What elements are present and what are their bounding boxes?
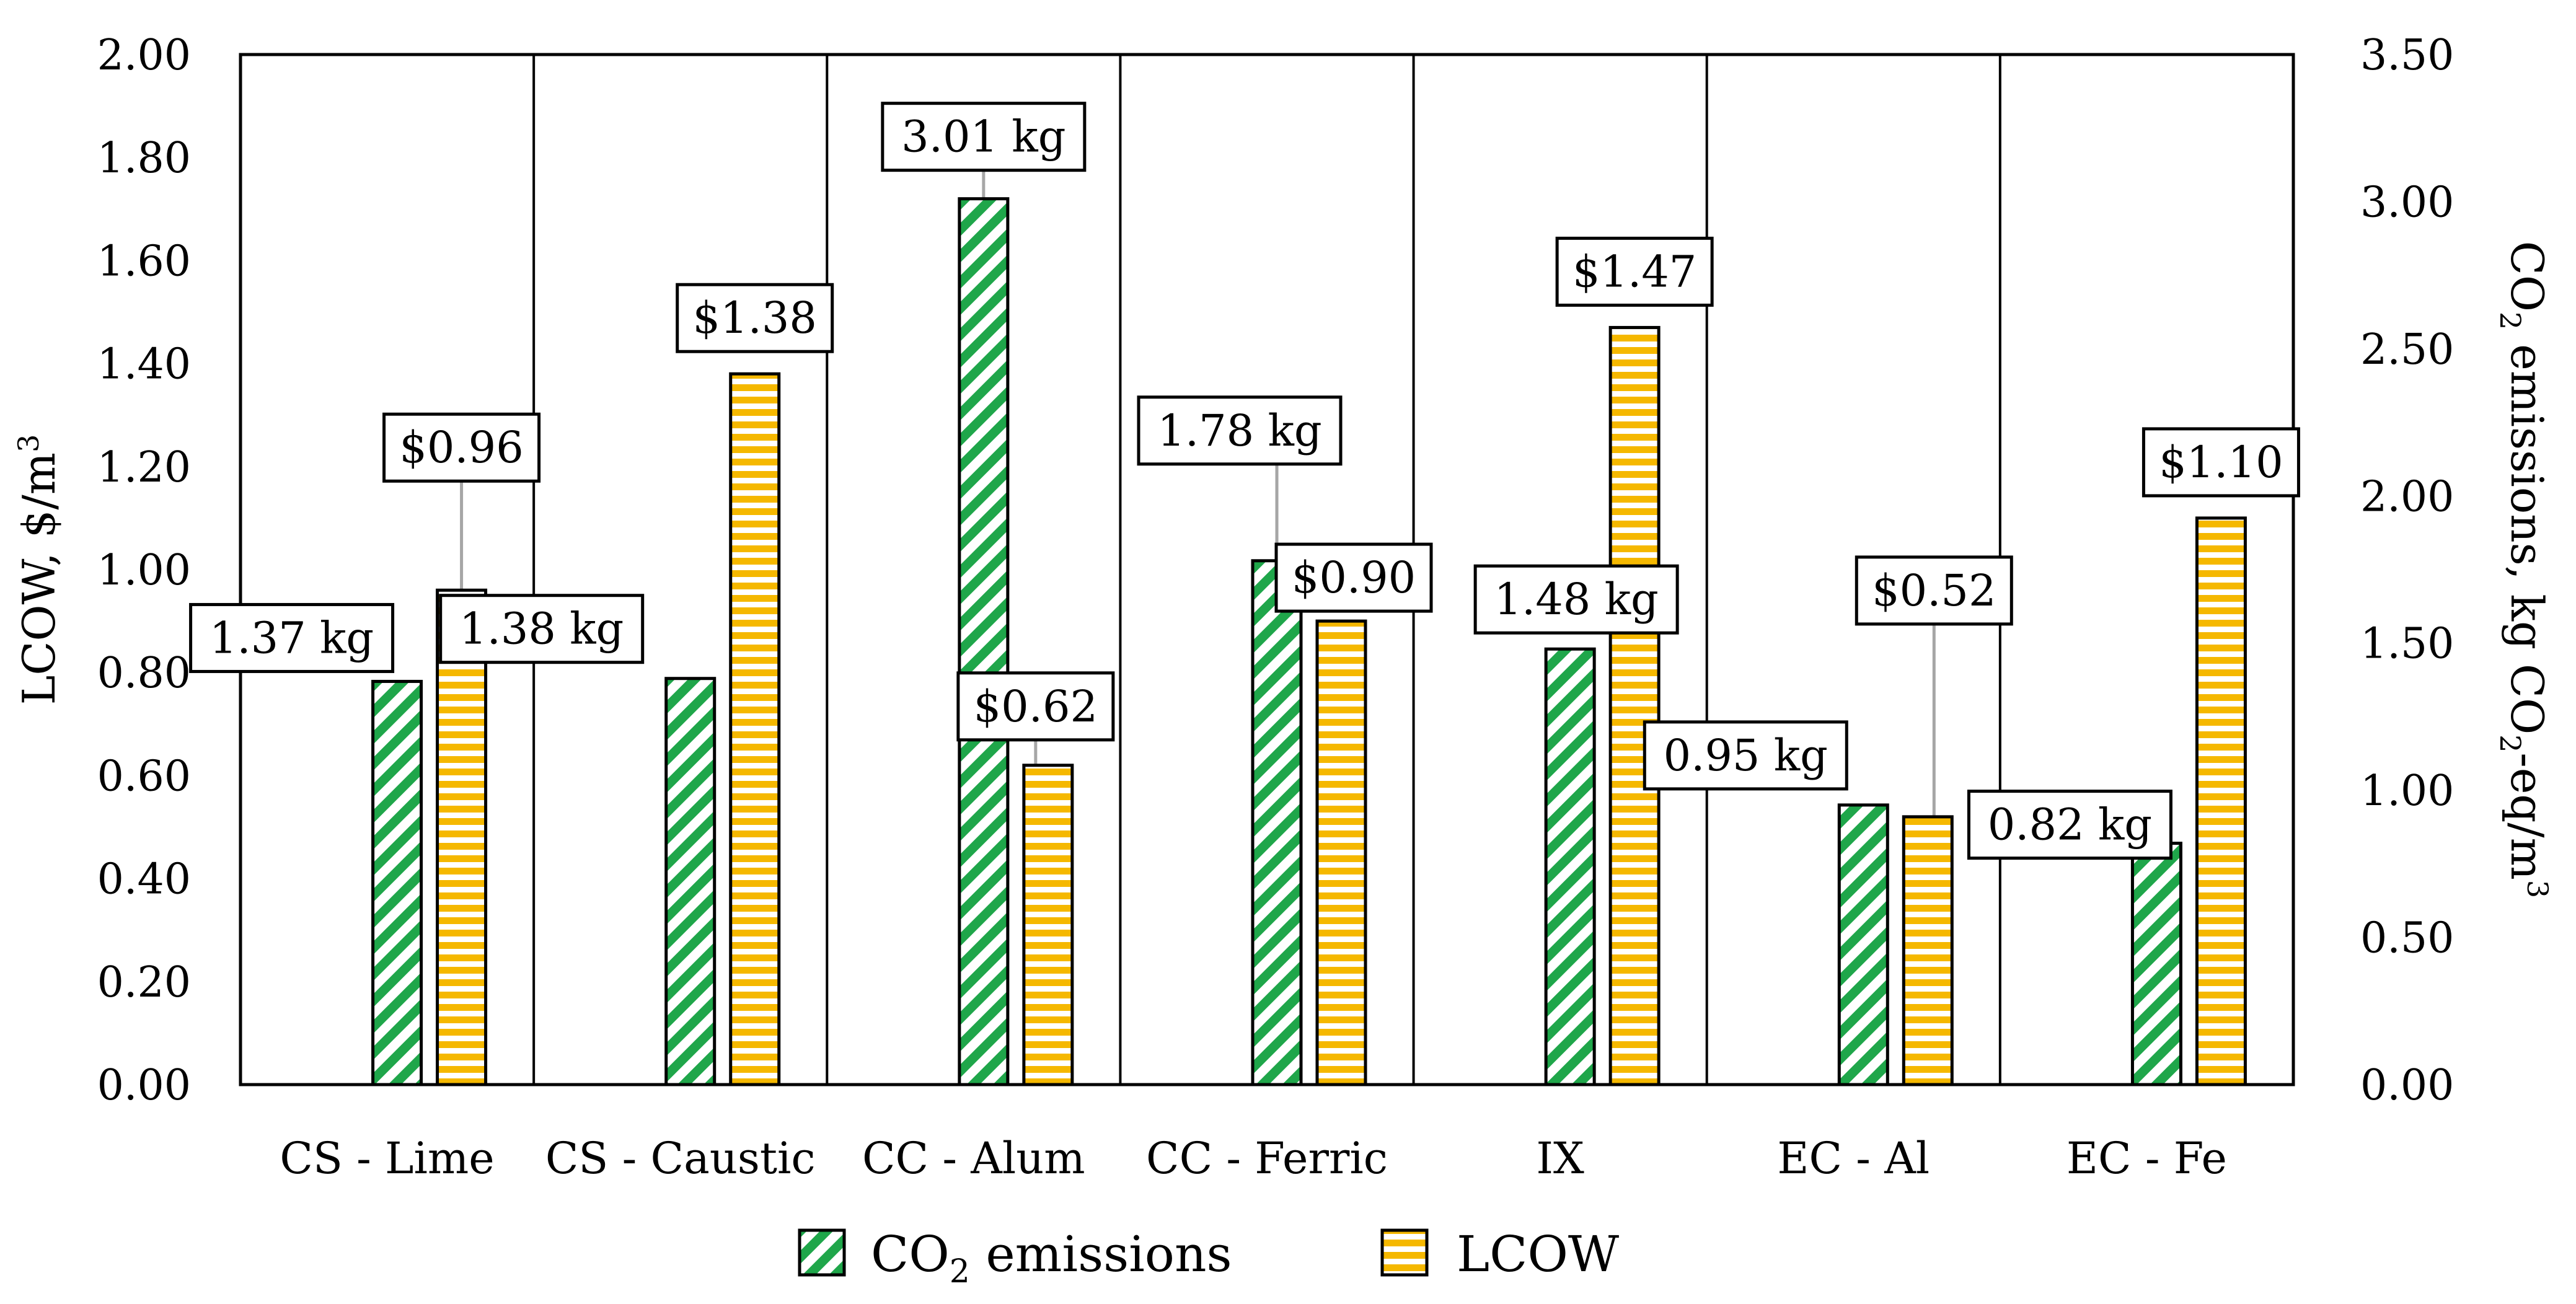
co2-data-label-box bbox=[1967, 790, 2172, 860]
right-tick-label: 1.00 bbox=[2360, 767, 2454, 816]
lcow-data-label-box bbox=[1855, 555, 2013, 626]
bar-lcow bbox=[436, 588, 488, 1086]
bar-co2-emissions bbox=[371, 679, 423, 1086]
co2-data-label-box bbox=[439, 594, 645, 664]
right-tick-label: 2.00 bbox=[2360, 472, 2454, 521]
lcow-data-label: $0.96 bbox=[399, 422, 523, 473]
legend-swatch-co2 bbox=[798, 1228, 846, 1277]
left-tick-label: 0.40 bbox=[97, 855, 191, 904]
left-tick-label: 1.00 bbox=[97, 546, 191, 595]
lcow-data-label: $0.52 bbox=[1872, 565, 1996, 616]
bar-co2-emissions bbox=[1837, 803, 1889, 1086]
left-tick-label: 1.40 bbox=[97, 340, 191, 389]
category-label: CS - Caustic bbox=[545, 1133, 816, 1184]
category-label: CS - Lime bbox=[280, 1133, 494, 1184]
left-tick-label: 2.00 bbox=[97, 31, 191, 80]
left-tick-label: 1.80 bbox=[97, 134, 191, 183]
lcow-data-label: $1.10 bbox=[2159, 437, 2283, 488]
lcow-data-label: $1.47 bbox=[1573, 246, 1696, 297]
bar-co2-emissions bbox=[664, 677, 717, 1086]
right-tick-label: 2.50 bbox=[2360, 325, 2454, 374]
co2-data-label: 0.82 kg bbox=[1988, 800, 2152, 850]
lcow-data-label: $0.90 bbox=[1292, 552, 1416, 603]
bar-lcow bbox=[1315, 619, 1367, 1086]
co2-data-label-box bbox=[881, 102, 1087, 172]
co2-data-label-box bbox=[1137, 395, 1343, 466]
bar-lcow bbox=[1608, 325, 1661, 1086]
bar-co2-emissions bbox=[1544, 647, 1596, 1086]
lcow-data-label-box bbox=[2142, 427, 2300, 498]
co2-data-label-box bbox=[1473, 564, 1679, 635]
category-label: IX bbox=[1536, 1133, 1584, 1184]
category-label: CC - Alum bbox=[862, 1133, 1085, 1184]
bar-co2-emissions bbox=[2130, 842, 2182, 1086]
left-tick-label: 0.00 bbox=[97, 1061, 191, 1110]
legend-swatch-lcow bbox=[1380, 1228, 1429, 1277]
category-dividers bbox=[532, 55, 2001, 1085]
lcow-data-label-box bbox=[676, 283, 834, 353]
right-axis-title: CO2 emissions, kg CO2-eq/m3 bbox=[2494, 241, 2554, 898]
category-labels: CS - Lime CS - Caustic CC - Alum CC - Ferri… bbox=[280, 1133, 2227, 1184]
category-label: EC - Fe bbox=[2067, 1133, 2227, 1184]
lcow-data-label-box bbox=[1274, 542, 1433, 613]
co2-data-label: 1.48 kg bbox=[1494, 574, 1658, 625]
right-tick-label: 0.00 bbox=[2360, 1061, 2454, 1110]
bar-co2-emissions bbox=[958, 197, 1010, 1086]
legend: CO2 emissions LCOW bbox=[798, 1225, 1619, 1290]
lcow-data-label-box bbox=[382, 412, 541, 483]
category-label: CC - Ferric bbox=[1146, 1133, 1388, 1184]
lcow-data-label-box bbox=[1555, 236, 1714, 307]
lcow-data-label: $0.62 bbox=[974, 681, 1098, 732]
legend-label-lcow: LCOW bbox=[1457, 1225, 1619, 1283]
co2-data-label: 1.78 kg bbox=[1157, 405, 1321, 456]
bar-lcow bbox=[2195, 516, 2247, 1086]
co2-data-label-box bbox=[1643, 720, 1848, 791]
right-tick-label: 0.50 bbox=[2360, 914, 2454, 963]
category-label: EC - Al bbox=[1777, 1133, 1930, 1184]
left-tick-label: 1.60 bbox=[97, 237, 191, 286]
bar-lcow bbox=[729, 372, 781, 1086]
co2-data-label-box bbox=[189, 602, 395, 673]
bar-lcow bbox=[1022, 764, 1074, 1086]
left-axis-title: LCOW, $/m3 bbox=[12, 434, 65, 705]
right-tick-label: 3.00 bbox=[2360, 178, 2454, 227]
lcow-data-label-box bbox=[956, 671, 1115, 742]
lcow-data-label: $1.38 bbox=[693, 293, 817, 343]
left-tick-label: 0.20 bbox=[97, 958, 191, 1007]
bar-co2-emissions bbox=[1251, 559, 1303, 1086]
right-tick-label: 3.50 bbox=[2360, 31, 2454, 80]
bar-lcow bbox=[1902, 815, 1954, 1086]
co2-data-label: 3.01 kg bbox=[901, 112, 1065, 162]
right-axis-ticks: 0.00 0.50 1.00 1.50 2.00 2.50 3.00 3.50 bbox=[2360, 31, 2454, 1110]
co2-data-label: 0.95 kg bbox=[1664, 730, 1828, 781]
right-tick-label: 1.50 bbox=[2360, 620, 2454, 669]
bars bbox=[371, 197, 2247, 1086]
left-axis-ticks: 0.00 0.20 0.40 0.60 0.80 1.00 1.20 1.40 1.60 1.80… bbox=[97, 31, 191, 1110]
co2-data-label: 1.38 kg bbox=[459, 604, 624, 654]
left-tick-label: 0.60 bbox=[97, 752, 191, 801]
left-tick-label: 0.80 bbox=[97, 649, 191, 698]
data-callouts: 1.37 kg $0.96 1.38 kg $1.38 3.01 kg $0.62 1.78… bbox=[189, 102, 2300, 860]
left-tick-label: 1.20 bbox=[97, 443, 191, 492]
co2-data-label: 1.37 kg bbox=[210, 612, 374, 663]
legend-label-co2: CO2 emissions bbox=[871, 1225, 1232, 1290]
